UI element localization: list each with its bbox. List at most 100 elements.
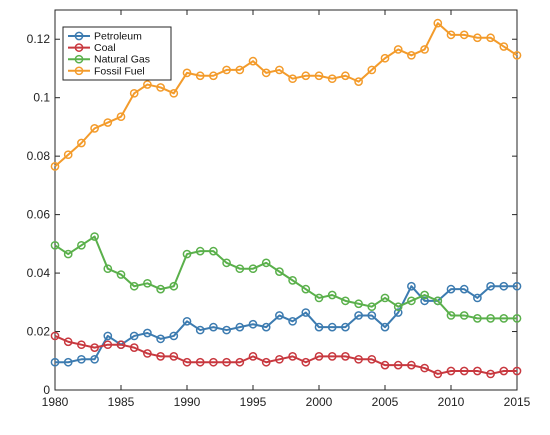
data-point-coal bbox=[367, 354, 377, 364]
data-point-fossil-fuel bbox=[248, 56, 258, 66]
data-point-coal bbox=[209, 357, 218, 367]
data-point-natural-gas bbox=[446, 311, 456, 320]
legend-label: Fossil Fuel bbox=[94, 65, 145, 77]
data-point-fossil-fuel bbox=[499, 42, 509, 51]
series-natural-gas bbox=[50, 232, 522, 323]
data-point-fossil-fuel bbox=[261, 68, 271, 78]
data-point-coal bbox=[129, 343, 139, 352]
data-point-fossil-fuel bbox=[380, 53, 390, 63]
data-point-fossil-fuel bbox=[182, 68, 192, 78]
data-point-petroleum bbox=[407, 281, 416, 291]
data-point-petroleum bbox=[459, 284, 469, 294]
data-point-petroleum bbox=[314, 322, 324, 332]
data-point-coal bbox=[459, 366, 469, 376]
data-point-petroleum bbox=[143, 328, 152, 338]
data-point-petroleum bbox=[512, 281, 522, 291]
data-point-coal bbox=[433, 369, 443, 379]
data-point-coal bbox=[63, 337, 73, 347]
data-point-natural-gas bbox=[499, 314, 509, 323]
data-point-natural-gas bbox=[433, 296, 443, 306]
data-point-natural-gas bbox=[367, 302, 377, 312]
data-point-natural-gas bbox=[341, 296, 350, 306]
data-point-petroleum bbox=[209, 322, 218, 332]
data-point-fossil-fuel bbox=[195, 71, 205, 81]
data-point-petroleum bbox=[235, 322, 245, 332]
data-point-petroleum bbox=[288, 316, 297, 326]
data-point-petroleum bbox=[169, 331, 179, 341]
data-point-fossil-fuel bbox=[77, 138, 86, 148]
data-point-natural-gas bbox=[459, 311, 469, 320]
data-point-fossil-fuel bbox=[209, 71, 218, 81]
data-point-fossil-fuel bbox=[129, 88, 139, 98]
data-point-coal bbox=[499, 366, 509, 376]
data-point-coal bbox=[182, 357, 192, 367]
legend-item-natural-gas: Natural Gas bbox=[68, 54, 150, 66]
data-point-fossil-fuel bbox=[275, 65, 284, 75]
data-point-petroleum bbox=[248, 319, 258, 329]
x-tick-label: 1985 bbox=[108, 395, 135, 409]
data-point-fossil-fuel bbox=[433, 18, 443, 28]
data-point-coal bbox=[116, 340, 126, 350]
y-tick-label: 0.1 bbox=[33, 91, 50, 105]
data-point-fossil-fuel bbox=[116, 112, 126, 122]
data-point-natural-gas bbox=[195, 246, 205, 256]
data-point-petroleum bbox=[63, 357, 73, 367]
series-coal bbox=[50, 331, 522, 379]
data-point-natural-gas bbox=[486, 314, 495, 323]
data-point-natural-gas bbox=[116, 270, 126, 279]
data-point-petroleum bbox=[354, 311, 363, 320]
data-point-coal bbox=[420, 363, 429, 373]
legend-item-petroleum: Petroleum bbox=[68, 31, 142, 43]
data-point-fossil-fuel bbox=[420, 45, 429, 54]
data-point-coal bbox=[341, 352, 350, 361]
data-point-petroleum bbox=[50, 357, 60, 367]
y-tick-label: 0.06 bbox=[27, 208, 51, 222]
data-point-coal bbox=[248, 352, 258, 361]
data-point-petroleum bbox=[327, 322, 337, 332]
data-point-petroleum bbox=[499, 281, 509, 291]
data-point-fossil-fuel bbox=[235, 65, 245, 75]
data-point-natural-gas bbox=[261, 258, 271, 268]
data-point-petroleum bbox=[195, 325, 205, 335]
data-point-coal bbox=[50, 331, 60, 341]
data-point-fossil-fuel bbox=[393, 45, 403, 54]
data-point-natural-gas bbox=[473, 314, 482, 323]
data-point-coal bbox=[486, 369, 495, 379]
legend-label: Petroleum bbox=[94, 31, 142, 43]
data-point-fossil-fuel bbox=[156, 83, 165, 92]
x-tick-label: 1990 bbox=[174, 395, 201, 409]
data-point-petroleum bbox=[473, 293, 482, 303]
data-point-fossil-fuel bbox=[222, 65, 231, 75]
data-point-petroleum bbox=[222, 325, 231, 335]
data-point-fossil-fuel bbox=[169, 88, 179, 98]
data-point-petroleum bbox=[156, 334, 165, 344]
data-point-petroleum bbox=[77, 354, 86, 364]
data-point-natural-gas bbox=[182, 249, 192, 259]
data-point-coal bbox=[261, 357, 271, 367]
legend-label: Natural Gas bbox=[94, 54, 150, 66]
axes: 1980 1985 1990 1995 2000 2005 2010 2015 0 0.02 0.0… bbox=[27, 10, 531, 409]
data-point-fossil-fuel bbox=[512, 50, 522, 60]
data-point-fossil-fuel bbox=[341, 71, 350, 81]
data-point-fossil-fuel bbox=[486, 33, 495, 43]
x-tick-label: 2005 bbox=[372, 395, 399, 409]
data-point-coal bbox=[407, 360, 416, 370]
legend-item-fossil-fuel: Fossil Fuel bbox=[68, 65, 145, 77]
data-point-coal bbox=[156, 352, 165, 361]
data-point-coal bbox=[90, 343, 99, 352]
y-tick-label: 0.08 bbox=[27, 149, 51, 163]
data-point-fossil-fuel bbox=[354, 77, 363, 86]
data-point-natural-gas bbox=[222, 258, 231, 268]
data-point-natural-gas bbox=[407, 296, 416, 306]
data-point-petroleum bbox=[380, 322, 390, 332]
data-point-fossil-fuel bbox=[367, 65, 377, 75]
data-point-natural-gas bbox=[156, 284, 165, 294]
data-point-petroleum bbox=[261, 322, 271, 332]
data-point-fossil-fuel bbox=[473, 33, 482, 43]
series-petroleum bbox=[50, 281, 522, 367]
series-fossil-fuel bbox=[50, 18, 522, 171]
x-tick-label: 2010 bbox=[438, 395, 465, 409]
data-point-coal bbox=[354, 354, 363, 364]
x-tick-label: 1995 bbox=[240, 395, 267, 409]
